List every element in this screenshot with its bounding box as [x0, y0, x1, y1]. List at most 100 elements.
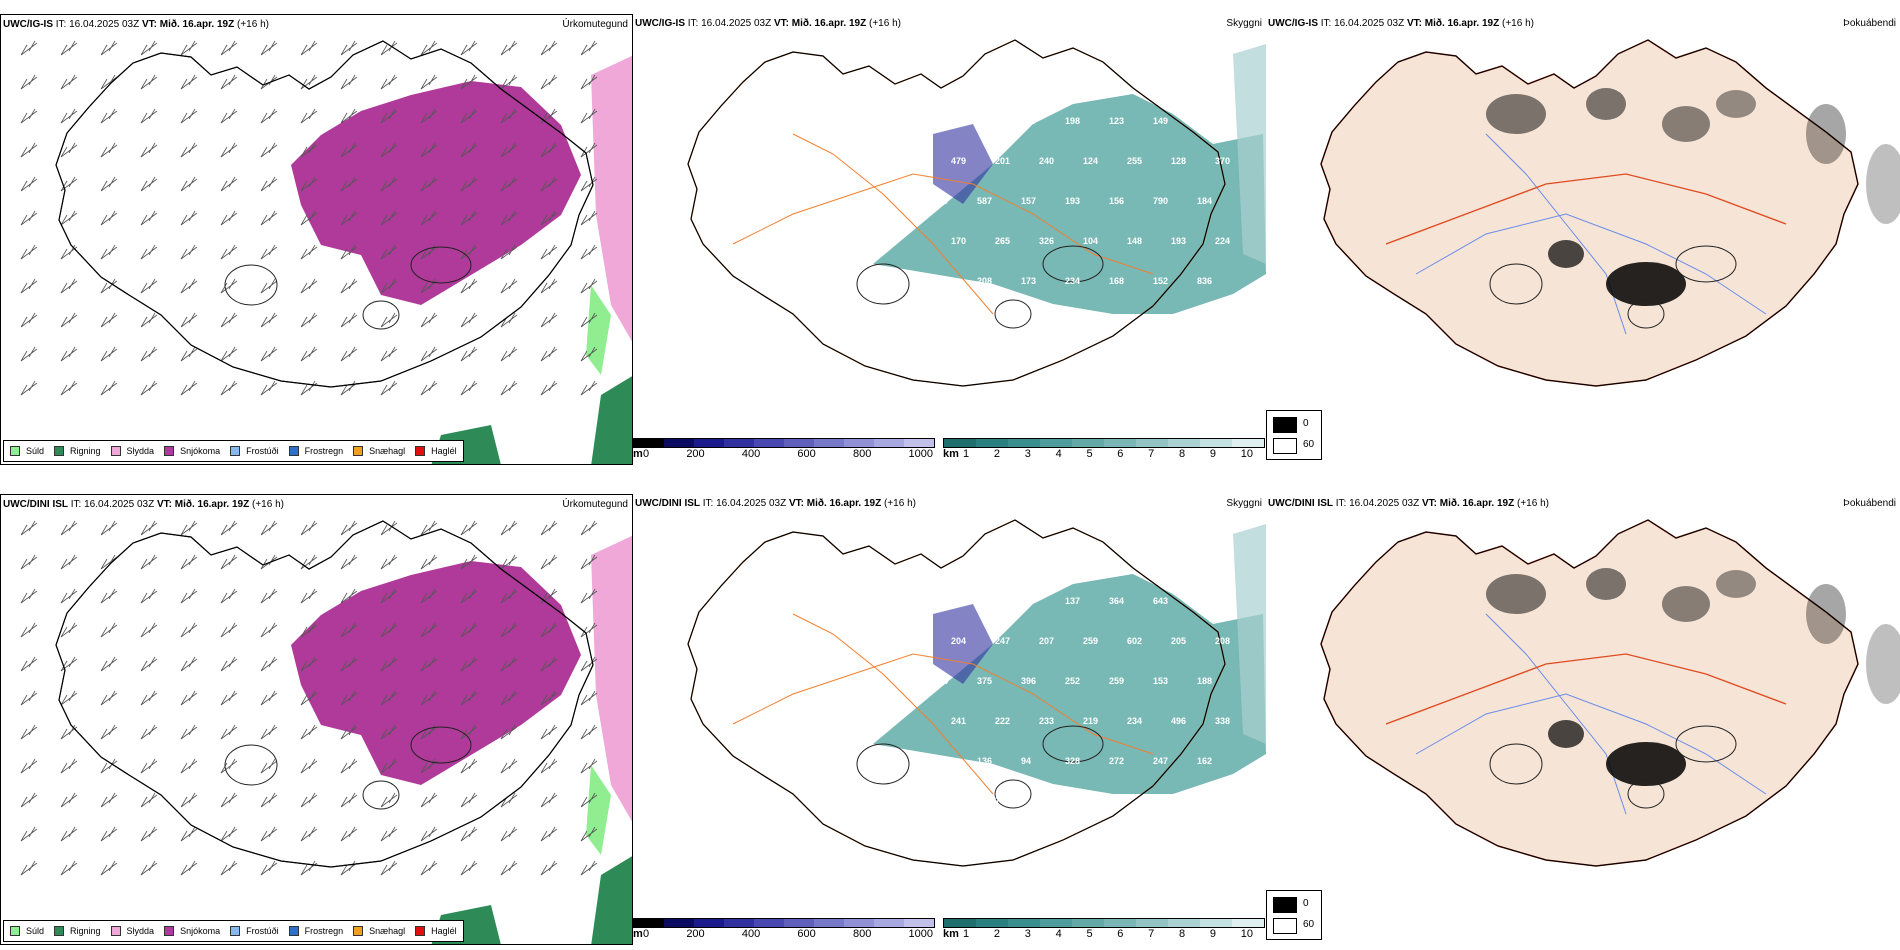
wind-barb: [420, 656, 438, 672]
wind-barb: [100, 554, 118, 570]
wind-barb: [180, 724, 198, 740]
wind-barb: [100, 74, 118, 90]
wind-barb: [340, 74, 358, 90]
cloud-base-label: 152: [1153, 276, 1168, 286]
wind-barb: [460, 690, 478, 706]
wind-barb: [460, 622, 478, 638]
fog-area: [1866, 144, 1900, 224]
wind-barb: [500, 826, 518, 842]
cloud-base-label: 149: [1153, 116, 1168, 126]
legend-swatch: [415, 446, 426, 456]
wind-barb: [380, 724, 398, 740]
cloud-base-label: 157: [1021, 196, 1036, 206]
wind-barb: [20, 380, 38, 396]
glacier-outline: [1042, 725, 1104, 763]
wind-barb: [540, 792, 558, 808]
wind-barb: [580, 690, 598, 706]
wind-barb: [380, 244, 398, 260]
glacier-outline: [1489, 263, 1543, 305]
wind-barb: [140, 40, 158, 56]
cloud-base-panel-row2: UWC/DINI ISL IT: 16.04.2025 03Z VT: Mið.…: [633, 494, 1266, 945]
wind-barb: [340, 588, 358, 604]
cloud-base-label: 103: [951, 796, 966, 806]
wind-barb: [100, 142, 118, 158]
legend-label: Haglél: [431, 446, 457, 456]
wind-barb: [20, 278, 38, 294]
wind-barb: [420, 554, 438, 570]
wind-barb: [100, 656, 118, 672]
colorbar-tick: 3: [1024, 448, 1031, 460]
fog-area: [1486, 574, 1546, 614]
cloud-base-label: 836: [1197, 276, 1212, 286]
colorbar-tick: 10: [1240, 928, 1253, 940]
wind-barb: [100, 860, 118, 876]
iceland-fog-map: [1320, 519, 1900, 867]
wind-barb: [100, 690, 118, 706]
wind-barb: [260, 108, 278, 124]
wind-barb: [140, 860, 158, 876]
wind-barb: [20, 312, 38, 328]
wind-barb: [540, 74, 558, 90]
wind-barb: [140, 312, 158, 328]
wind-barb: [540, 690, 558, 706]
wind-barb: [20, 40, 38, 56]
legend-swatch: [230, 446, 241, 456]
cloud-base-label: 104: [1083, 236, 1098, 246]
iceland-precip-map: [20, 520, 632, 944]
cloud-base-label: 328: [933, 676, 948, 686]
visibility-colorbar: km 1 2 3 4 5 6 7 8 9 10: [943, 918, 1265, 942]
wind-barb: [580, 826, 598, 842]
wind-barb: [140, 520, 158, 536]
colorbar-tick: 1000: [908, 448, 933, 460]
colorbar-tick: 8: [1179, 448, 1186, 460]
wind-barb: [420, 244, 438, 260]
precip-type-legend: Súld Rigning Slydda Snjókoma Frostúði Frostre…: [3, 920, 464, 942]
glacier-outline: [224, 744, 278, 786]
wind-barb: [540, 244, 558, 260]
cloud-base-label: 136: [977, 756, 992, 766]
wind-barb: [260, 724, 278, 740]
wind-barb: [60, 142, 78, 158]
wind-barb: [580, 656, 598, 672]
wind-barb: [220, 656, 238, 672]
wind-barb: [220, 108, 238, 124]
colorbar-tick: 2: [993, 448, 1000, 460]
wind-barb: [500, 40, 518, 56]
cloud-base-label: 338: [1215, 716, 1230, 726]
wind-barb: [100, 622, 118, 638]
wind-barb: [540, 622, 558, 638]
fog-area: [1716, 90, 1756, 118]
wind-barb: [300, 792, 318, 808]
road-network: [1385, 173, 1787, 245]
cloud-base-label: 148: [1127, 236, 1142, 246]
wind-barb: [580, 380, 598, 396]
wind-barb: [180, 74, 198, 90]
glacier-outline: [1627, 779, 1665, 809]
legend-label: Frostúði: [246, 446, 279, 456]
wind-barb: [380, 74, 398, 90]
colorbar-tick: 9: [1209, 928, 1216, 940]
wind-barb: [380, 142, 398, 158]
panel-variable-label: Skyggni: [1226, 18, 1262, 29]
wind-barb: [420, 826, 438, 842]
cloud-base-label: 168: [1109, 276, 1124, 286]
colorbar-tick: 10: [1240, 448, 1253, 460]
wind-barb: [380, 210, 398, 226]
wind-barb: [100, 244, 118, 260]
glacier-outline: [856, 263, 910, 305]
wind-barb: [460, 520, 478, 536]
wind-barb: [380, 656, 398, 672]
rain-area: [591, 376, 632, 464]
wind-barb: [500, 690, 518, 706]
wind-barb: [180, 40, 198, 56]
colorbar-tick: 3: [1024, 928, 1031, 940]
legend-label: Snjókoma: [180, 446, 221, 456]
wind-barb: [100, 108, 118, 124]
cloud-base-label: 602: [1127, 636, 1142, 646]
wind-barb: [340, 690, 358, 706]
cloud-base-label: 88: [977, 116, 987, 126]
wind-barb: [60, 312, 78, 328]
wind-barb: [60, 40, 78, 56]
cloud-base-area: [933, 604, 993, 684]
cloud-base-label: 234: [1127, 716, 1142, 726]
